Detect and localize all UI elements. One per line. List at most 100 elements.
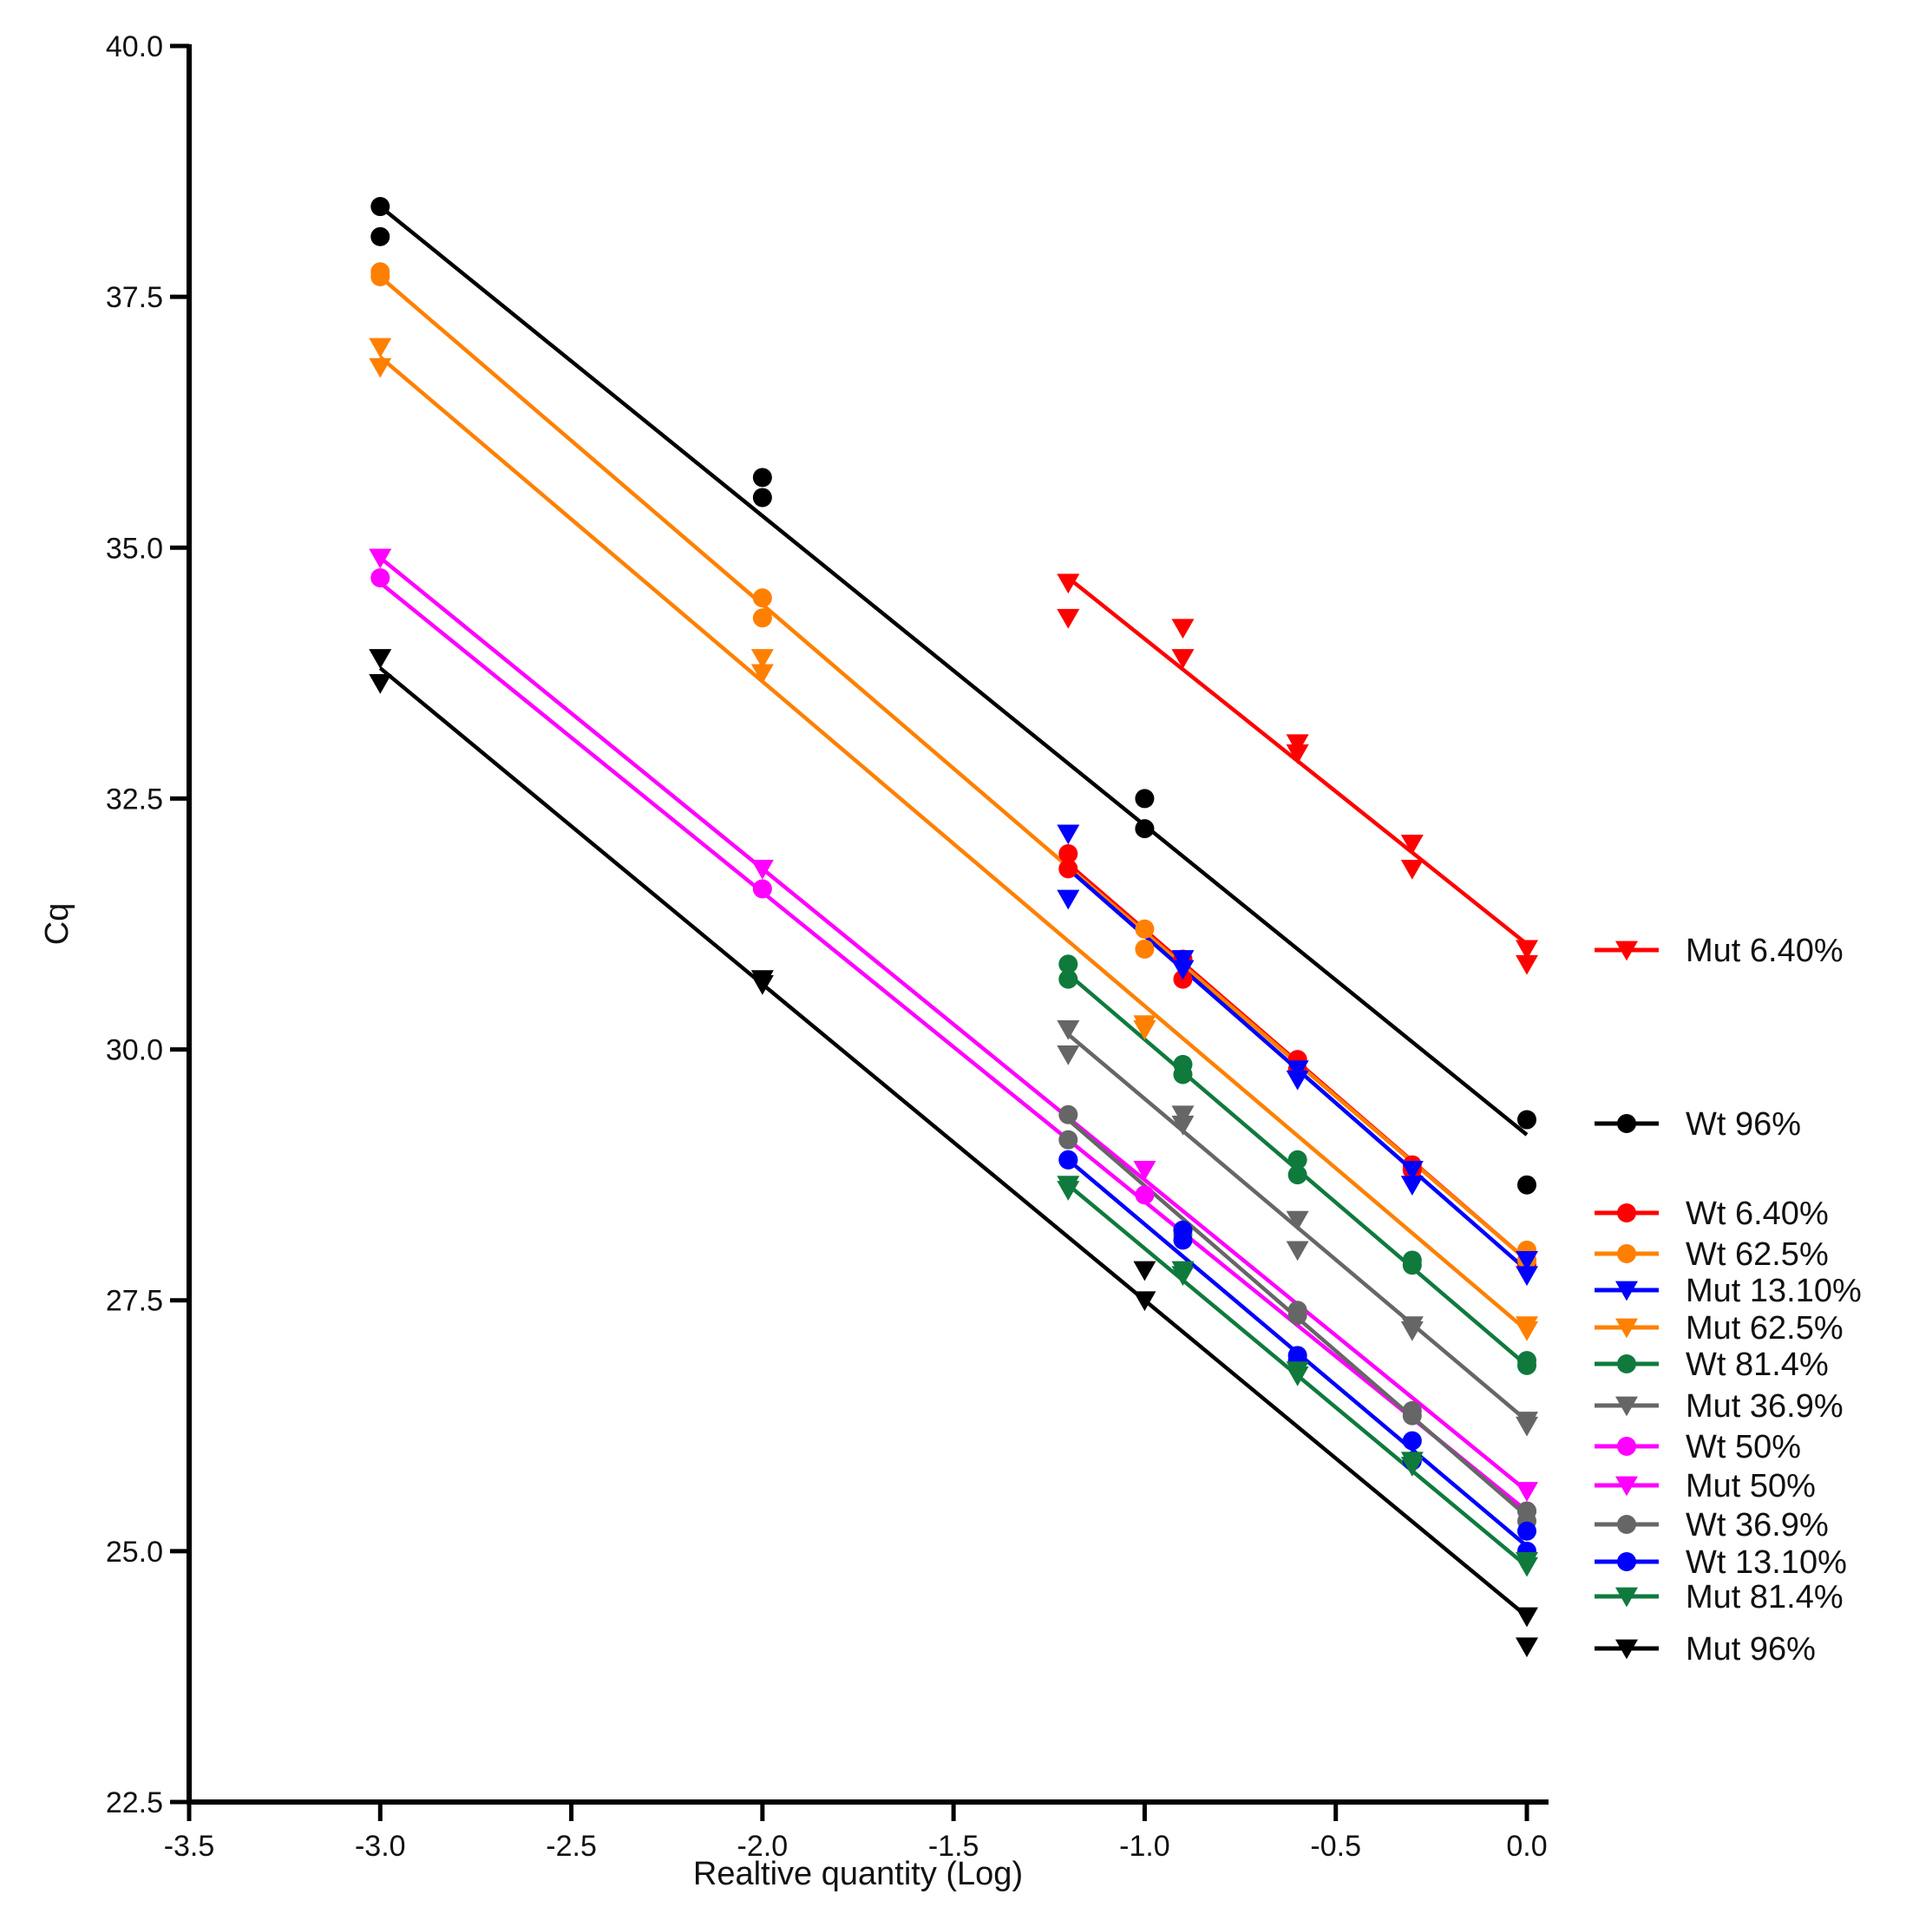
data-point-wt-50 — [752, 879, 772, 899]
legend-label: Wt 50% — [1686, 1429, 1801, 1465]
data-point-mut-6-40 — [1286, 734, 1309, 755]
data-point-mut-96 — [1133, 1261, 1156, 1281]
fit-line-mut-50 — [378, 556, 1529, 1493]
data-point-mut-50 — [750, 859, 774, 880]
fit-line-mut-96 — [378, 666, 1529, 1618]
data-point-mut-36-9 — [1286, 1210, 1309, 1231]
data-point-mut-36-9 — [1286, 1241, 1309, 1262]
data-point-wt-62-5 — [752, 608, 772, 628]
legend-marker — [1617, 1354, 1636, 1373]
fit-line-wt-50 — [378, 581, 1529, 1513]
data-point-mut-36-9 — [1516, 1416, 1538, 1437]
x-tick-label: -0.5 — [1310, 1830, 1361, 1863]
data-point-wt-96 — [1135, 819, 1155, 839]
legend-item-wt-13-10: Wt 13.10% — [1595, 1544, 1847, 1581]
data-point-mut-13-10 — [1057, 889, 1080, 910]
data-point-mut-96 — [1516, 1607, 1538, 1628]
data-point-mut-62-5 — [369, 337, 392, 358]
legend-label: Mut 6.40% — [1686, 933, 1844, 969]
legend-marker — [1615, 1318, 1638, 1339]
fit-lines — [378, 205, 1529, 1618]
data-point-mut-13-10 — [1057, 824, 1080, 845]
legend-item-mut-96: Mut 96% — [1595, 1631, 1816, 1668]
legend-marker — [1617, 1437, 1636, 1456]
data-point-mut-81-4 — [1516, 1556, 1538, 1577]
data-point-mut-6-40 — [1400, 835, 1424, 855]
y-tick-label: 35.0 — [106, 532, 163, 565]
data-point-mut-96 — [1133, 1291, 1156, 1312]
data-point-wt-62-5 — [370, 267, 390, 287]
data-point-mut-62-5 — [1133, 1020, 1156, 1040]
data-point-mut-81-4 — [1286, 1366, 1309, 1386]
legend-label: Wt 6.40% — [1686, 1196, 1829, 1232]
legend-item-mut-62-5: Mut 62.5% — [1595, 1310, 1844, 1347]
data-point-wt-81-4 — [1517, 1355, 1536, 1375]
data-point-wt-36-9 — [1058, 1104, 1078, 1124]
legend-label: Wt 81.4% — [1686, 1347, 1829, 1383]
legend-marker — [1615, 1587, 1638, 1608]
x-axis-title: Realtive quantity (Log) — [693, 1856, 1023, 1892]
y-axis-title: Cq — [39, 903, 75, 946]
data-point-mut-36-9 — [1171, 1115, 1195, 1136]
data-point-wt-81-4 — [1287, 1150, 1307, 1170]
data-point-wt-81-4 — [1058, 954, 1078, 974]
legend-item-wt-62-5: Wt 62.5% — [1595, 1236, 1829, 1273]
legend-marker — [1615, 1396, 1638, 1417]
data-point-mut-6-40 — [1057, 573, 1080, 594]
data-point-wt-81-4 — [1287, 1165, 1307, 1185]
data-point-mut-13-10 — [1171, 950, 1195, 970]
data-point-wt-62-5 — [1135, 939, 1155, 959]
legend-label: Mut 13.10% — [1686, 1273, 1862, 1309]
legend-label: Mut 96% — [1686, 1631, 1816, 1668]
data-point-mut-6-40 — [1286, 744, 1309, 764]
data-point-mut-36-9 — [1057, 1045, 1080, 1065]
data-point-mut-13-10 — [1400, 1160, 1424, 1181]
legend-label: Wt 62.5% — [1686, 1236, 1829, 1273]
data-point-wt-36-9 — [1058, 1130, 1078, 1150]
legend-label: Mut 36.9% — [1686, 1388, 1844, 1425]
data-point-mut-6-40 — [1516, 940, 1538, 960]
data-point-wt-96 — [752, 468, 772, 488]
legend-label: Wt 36.9% — [1686, 1507, 1829, 1543]
data-point-wt-96 — [1135, 789, 1155, 809]
legend-marker — [1615, 1476, 1638, 1497]
data-point-mut-6-40 — [1057, 608, 1080, 629]
y-tick-label: 25.0 — [106, 1536, 163, 1569]
data-point-mut-36-9 — [1171, 1105, 1195, 1126]
legend-item-mut-81-4: Mut 81.4% — [1595, 1579, 1844, 1615]
data-point-mut-62-5 — [369, 357, 392, 378]
data-point-wt-6-40 — [1058, 859, 1078, 879]
legend-item-mut-13-10: Mut 13.10% — [1595, 1273, 1862, 1309]
data-point-mut-81-4 — [1400, 1457, 1424, 1477]
data-point-mut-50 — [1133, 1160, 1156, 1181]
legend-item-mut-6-40: Mut 6.40% — [1595, 933, 1844, 969]
data-point-mut-50 — [369, 548, 392, 569]
legend-marker — [1615, 1281, 1638, 1301]
legend-marker — [1617, 1203, 1636, 1222]
legend-item-wt-81-4: Wt 81.4% — [1595, 1347, 1829, 1383]
data-point-wt-96 — [1517, 1175, 1536, 1195]
data-point-wt-96 — [1517, 1110, 1536, 1130]
legend-label: Wt 13.10% — [1686, 1544, 1847, 1581]
x-tick-label: -1.0 — [1119, 1830, 1170, 1863]
data-point-wt-81-4 — [1058, 969, 1078, 989]
legend-item-wt-96: Wt 96% — [1595, 1106, 1801, 1143]
data-point-wt-13-10 — [1517, 1521, 1536, 1541]
data-point-wt-50 — [370, 567, 390, 587]
data-point-mut-62-5 — [1516, 1321, 1538, 1341]
legend-marker — [1615, 940, 1638, 961]
legend-item-mut-36-9: Mut 36.9% — [1595, 1388, 1844, 1425]
data-point-wt-13-10 — [1173, 1230, 1193, 1250]
data-point-mut-96 — [1516, 1637, 1538, 1658]
data-point-mut-13-10 — [1171, 960, 1195, 980]
data-point-mut-13-10 — [1516, 1251, 1538, 1271]
data-point-mut-81-4 — [1057, 1181, 1080, 1201]
data-point-mut-6-40 — [1516, 954, 1538, 975]
data-point-wt-50 — [1135, 1185, 1155, 1205]
legend-marker — [1617, 1552, 1636, 1571]
data-point-mut-50 — [1516, 1482, 1538, 1502]
fit-line-wt-62-5 — [378, 275, 1529, 1262]
data-points — [369, 197, 1538, 1658]
data-point-mut-96 — [750, 974, 774, 995]
